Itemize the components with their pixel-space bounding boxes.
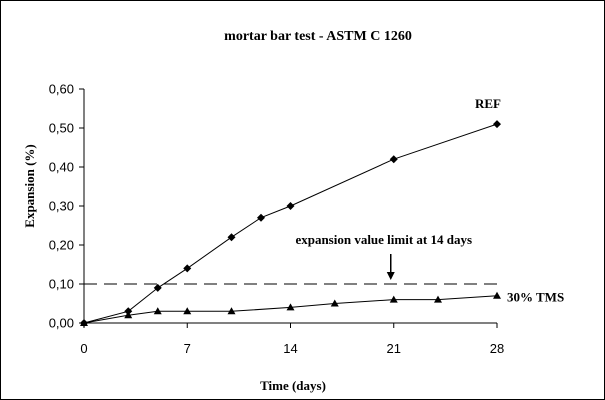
data-point-tms: [124, 311, 133, 319]
data-point-ref: [389, 155, 398, 164]
data-point-tms: [330, 299, 339, 307]
limit-reference-label: expansion value limit at 14 days: [295, 232, 472, 247]
y-tick-label: 0,60: [49, 82, 74, 97]
data-point-tms: [183, 307, 192, 315]
series-label-ref: REF: [475, 96, 501, 111]
x-tick-label: 14: [283, 341, 297, 356]
data-point-tms: [434, 295, 442, 303]
x-axis-label: Time (days): [260, 378, 326, 393]
x-tick-label: 21: [387, 341, 401, 356]
y-tick-label: 0,20: [49, 238, 74, 253]
data-point-tms: [80, 319, 88, 326]
x-tick-label: 7: [184, 341, 191, 356]
series-line-tms: [83, 295, 498, 324]
y-tick-label: 0,00: [49, 316, 74, 331]
limit-arrow-icon: [386, 254, 395, 280]
data-point-tms: [286, 303, 295, 311]
series-group: [80, 120, 501, 327]
data-point-tms: [493, 291, 501, 299]
y-axis-label: Expansion (%): [22, 144, 37, 227]
data-point-tms: [227, 307, 236, 315]
y-tick-label: 0,10: [49, 277, 74, 292]
y-ticks: 0,00 0,10 0,20 0,30 0,40 0,50 0,60: [49, 82, 84, 331]
series-label-tms: 30% TMS: [507, 290, 564, 305]
data-point-ref: [183, 264, 192, 273]
arrow-head: [386, 272, 395, 280]
x-ticks: 0 7 14 21 28: [80, 323, 504, 356]
data-point-ref: [227, 233, 236, 242]
data-point-ref: [286, 202, 295, 210]
data-point-ref: [257, 213, 265, 222]
data-point-ref: [493, 120, 501, 129]
x-tick-label: 28: [490, 341, 504, 356]
series-line-ref: [83, 123, 498, 324]
chart-title: mortar bar test - ASTM C 1260: [224, 29, 412, 44]
y-tick-label: 0,40: [49, 160, 74, 175]
x-tick-label: 0: [80, 341, 87, 356]
y-tick-label: 0,30: [49, 199, 74, 214]
data-point-tms: [153, 307, 162, 315]
data-point-tms: [389, 295, 398, 303]
data-point-ref: [153, 283, 162, 292]
y-tick-label: 0,50: [49, 121, 74, 136]
